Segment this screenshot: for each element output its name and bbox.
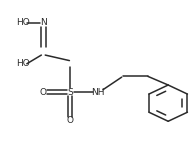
- Text: S: S: [67, 88, 73, 97]
- Text: NH: NH: [91, 88, 104, 97]
- Text: HO: HO: [16, 59, 30, 68]
- Text: N: N: [40, 18, 47, 27]
- Text: HO: HO: [16, 18, 30, 27]
- Text: O: O: [40, 88, 47, 97]
- Text: O: O: [67, 116, 74, 125]
